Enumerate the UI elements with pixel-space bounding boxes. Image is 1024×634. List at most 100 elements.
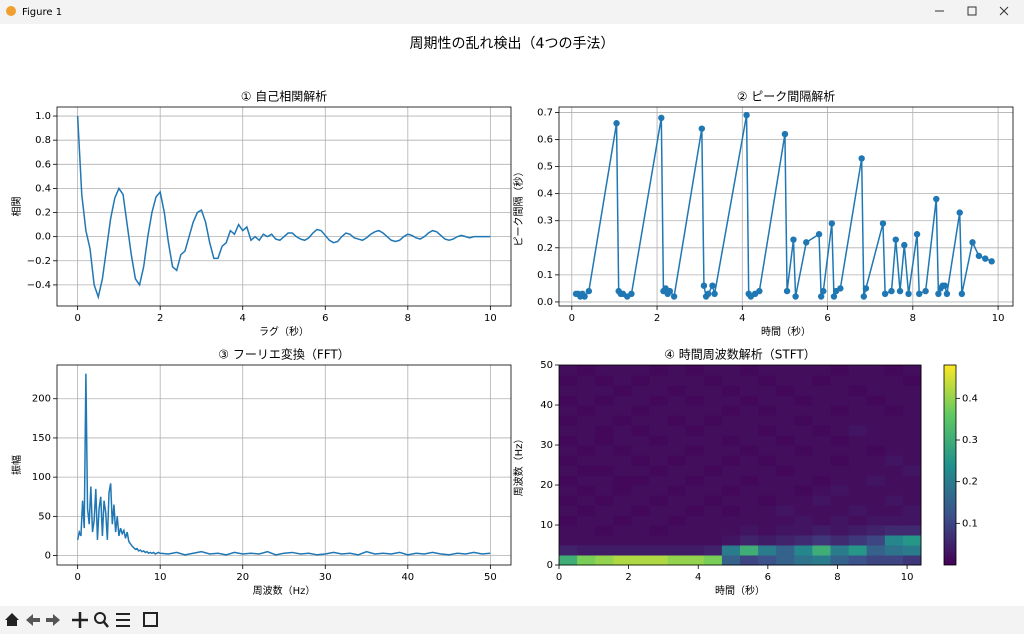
heatmap-cell xyxy=(703,495,723,506)
heatmap-cell xyxy=(812,375,831,386)
y-tick-label: 0.1 xyxy=(537,270,553,281)
data-point xyxy=(743,111,750,119)
heatmap-cell xyxy=(884,475,904,486)
axes-frame xyxy=(56,106,512,307)
heatmap-cell xyxy=(649,425,669,436)
heatmap-cell xyxy=(685,445,705,456)
heatmap-cell xyxy=(703,535,723,546)
heatmap-cell xyxy=(740,475,759,486)
heatmap-cell xyxy=(812,495,831,506)
pan-button[interactable] xyxy=(72,612,88,628)
configure-button[interactable] xyxy=(116,613,130,627)
home-button[interactable] xyxy=(5,613,19,626)
heatmap-cell xyxy=(848,475,868,486)
y-tick-label: −0.4 xyxy=(27,280,51,291)
heatmap-cell xyxy=(794,385,813,396)
heatmap-cell xyxy=(721,465,741,476)
heatmap-cell xyxy=(613,505,632,516)
heatmap-cell xyxy=(631,475,650,486)
heatmap-cell xyxy=(685,415,705,426)
x-axis-label: 時間（秒） xyxy=(761,325,811,338)
data-point xyxy=(935,290,942,298)
heatmap-cell xyxy=(884,485,904,496)
heatmap-cell xyxy=(703,465,723,476)
heatmap-cell xyxy=(884,435,904,446)
forward-button[interactable] xyxy=(46,614,60,626)
data-point xyxy=(858,155,865,162)
heatmap-cell xyxy=(902,425,922,436)
heatmap-cell xyxy=(758,455,777,466)
heatmap-cell xyxy=(740,485,759,496)
heatmap-cell xyxy=(667,525,687,536)
data-point xyxy=(901,241,908,249)
subplot-title: ① 自己相関解析 xyxy=(241,90,328,104)
data-point xyxy=(790,236,797,243)
heatmap-cell xyxy=(703,415,723,426)
heatmap-cell xyxy=(758,485,777,496)
maximize-button[interactable] xyxy=(967,6,977,16)
x-tick-label: 8 xyxy=(834,572,840,583)
heatmap-cell xyxy=(830,505,850,516)
heatmap-cell xyxy=(866,375,886,386)
data-point xyxy=(666,287,674,295)
heatmap-cell xyxy=(848,365,868,376)
heatmap-cell xyxy=(667,475,687,486)
heatmap-cell xyxy=(776,405,795,416)
heatmap-cell xyxy=(812,425,831,436)
heatmap-cell xyxy=(758,505,777,516)
heatmap-cell xyxy=(667,555,687,566)
heatmap-cell xyxy=(866,445,886,456)
heatmap-cell xyxy=(758,385,777,396)
heatmap-cell xyxy=(631,415,650,426)
back-button[interactable] xyxy=(26,614,40,626)
heatmap-cell xyxy=(794,495,813,506)
heatmap-cell xyxy=(703,375,723,386)
heatmap-cell xyxy=(794,555,813,566)
y-tick-label: −0.2 xyxy=(27,256,51,267)
heatmap-cell xyxy=(848,505,868,516)
heatmap-cell xyxy=(577,395,596,406)
heatmap-cell xyxy=(740,465,759,476)
save-button[interactable] xyxy=(143,612,158,627)
heatmap-cell xyxy=(758,445,777,456)
heatmap-cell xyxy=(577,445,596,456)
heatmap-cell xyxy=(848,395,868,406)
heatmap-cell xyxy=(613,385,632,396)
subplot-title: ② ピーク間隔解析 xyxy=(737,90,836,104)
heatmap-cell xyxy=(758,435,777,446)
heatmap-cell xyxy=(794,405,813,416)
x-tick-label: 4 xyxy=(240,313,246,324)
heatmap-cell xyxy=(740,515,759,526)
data-point xyxy=(670,293,678,300)
heatmap-cell xyxy=(721,405,741,416)
heatmap-cell xyxy=(595,365,614,376)
data-point xyxy=(803,239,810,246)
y-axis-label: 振幅 xyxy=(10,455,23,475)
heatmap-cell xyxy=(721,555,741,566)
heatmap-cell xyxy=(848,445,868,456)
heatmap-cell xyxy=(902,495,922,506)
heatmap-cell xyxy=(902,535,922,546)
heatmap-cell xyxy=(703,485,723,496)
heatmap-cell xyxy=(866,535,886,546)
heatmap-cell xyxy=(884,405,904,416)
data-point xyxy=(956,209,963,216)
heatmap-cell xyxy=(776,555,795,566)
heatmap-cell xyxy=(794,465,813,476)
heatmap-cell xyxy=(812,405,831,416)
heatmap-cell xyxy=(812,415,831,426)
heatmap-cell xyxy=(667,465,687,476)
zoom-button[interactable] xyxy=(94,612,109,628)
heatmap-cell xyxy=(685,535,705,546)
heatmap-cell xyxy=(902,455,922,466)
close-button[interactable] xyxy=(999,6,1009,16)
y-tick-label: 200 xyxy=(32,394,51,405)
x-tick-label: 2 xyxy=(157,313,163,324)
heatmap-cell xyxy=(577,365,596,376)
heatmap-cell xyxy=(830,375,850,386)
data-point xyxy=(969,239,976,246)
heatmap-cell xyxy=(721,425,741,436)
heatmap-cell xyxy=(703,475,723,486)
